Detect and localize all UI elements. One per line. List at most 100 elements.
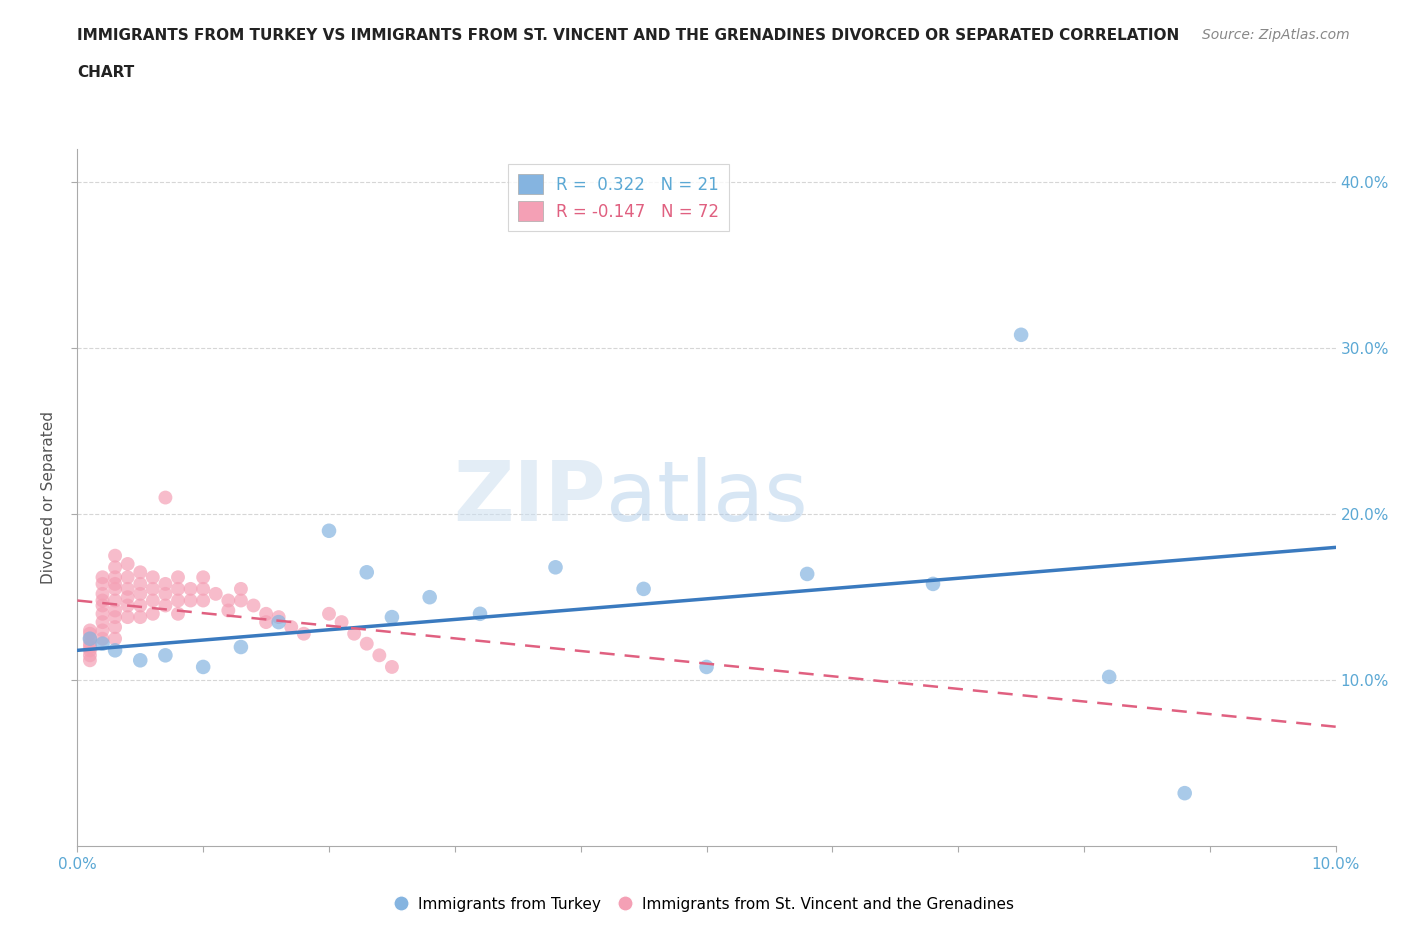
Point	[155, 577, 177, 591]
Point	[117, 556, 139, 571]
Text: atlas: atlas	[606, 457, 807, 538]
Point	[129, 653, 152, 668]
Point	[91, 593, 114, 608]
Point	[204, 587, 226, 602]
Point	[191, 659, 215, 674]
Point	[191, 581, 215, 596]
Point	[922, 577, 945, 591]
Point	[79, 636, 101, 651]
Point	[104, 560, 127, 575]
Point	[79, 623, 101, 638]
Point	[129, 587, 152, 602]
Point	[91, 636, 114, 651]
Point	[318, 524, 340, 538]
Point	[104, 619, 127, 634]
Point	[330, 615, 353, 630]
Point	[142, 581, 165, 596]
Point	[104, 593, 127, 608]
Point	[229, 640, 252, 655]
Point	[381, 610, 404, 625]
Point	[79, 640, 101, 655]
Point	[318, 606, 340, 621]
Point	[104, 603, 127, 618]
Point	[104, 631, 127, 646]
Point	[79, 643, 101, 658]
Point	[1174, 786, 1197, 801]
Point	[155, 648, 177, 663]
Point	[142, 570, 165, 585]
Point	[79, 631, 101, 646]
Point	[180, 593, 202, 608]
Point	[91, 615, 114, 630]
Legend: R =  0.322   N = 21, R = -0.147   N = 72: R = 0.322 N = 21, R = -0.147 N = 72	[508, 164, 730, 232]
Point	[1098, 670, 1121, 684]
Point	[468, 606, 491, 621]
Point	[117, 598, 139, 613]
Point	[91, 577, 114, 591]
Text: Source: ZipAtlas.com: Source: ZipAtlas.com	[1202, 28, 1350, 42]
Point	[292, 626, 315, 641]
Legend: Immigrants from Turkey, Immigrants from St. Vincent and the Grenadines: Immigrants from Turkey, Immigrants from …	[385, 891, 1021, 918]
Point	[104, 570, 127, 585]
Point	[254, 615, 277, 630]
Point	[79, 648, 101, 663]
Point	[191, 570, 215, 585]
Point	[104, 643, 127, 658]
Point	[796, 566, 818, 581]
Point	[79, 653, 101, 668]
Point	[117, 590, 139, 604]
Point	[129, 565, 152, 579]
Point	[356, 565, 378, 579]
Point	[1010, 327, 1032, 342]
Point	[142, 593, 165, 608]
Point	[79, 626, 101, 641]
Point	[104, 610, 127, 625]
Text: CHART: CHART	[77, 65, 135, 80]
Point	[167, 570, 190, 585]
Point	[356, 636, 378, 651]
Point	[544, 560, 567, 575]
Point	[129, 598, 152, 613]
Point	[167, 593, 190, 608]
Point	[167, 581, 190, 596]
Point	[129, 577, 152, 591]
Point	[696, 659, 718, 674]
Point	[91, 598, 114, 613]
Point	[267, 610, 290, 625]
Point	[91, 606, 114, 621]
Point	[117, 570, 139, 585]
Point	[419, 590, 441, 604]
Point	[167, 606, 190, 621]
Point	[117, 610, 139, 625]
Point	[104, 581, 127, 596]
Point	[142, 606, 165, 621]
Point	[254, 606, 277, 621]
Point	[381, 659, 404, 674]
Text: IMMIGRANTS FROM TURKEY VS IMMIGRANTS FROM ST. VINCENT AND THE GRENADINES DIVORCE: IMMIGRANTS FROM TURKEY VS IMMIGRANTS FRO…	[77, 28, 1180, 43]
Point	[217, 603, 239, 618]
Point	[155, 587, 177, 602]
Point	[280, 619, 302, 634]
Point	[104, 577, 127, 591]
Point	[91, 623, 114, 638]
Point	[104, 549, 127, 564]
Point	[180, 581, 202, 596]
Point	[229, 593, 252, 608]
Point	[191, 593, 215, 608]
Point	[229, 581, 252, 596]
Y-axis label: Divorced or Separated: Divorced or Separated	[41, 411, 56, 584]
Point	[368, 648, 391, 663]
Point	[267, 615, 290, 630]
Point	[155, 598, 177, 613]
Point	[129, 610, 152, 625]
Text: ZIP: ZIP	[453, 457, 606, 538]
Point	[217, 593, 239, 608]
Point	[155, 490, 177, 505]
Point	[242, 598, 264, 613]
Point	[343, 626, 366, 641]
Point	[117, 581, 139, 596]
Point	[79, 631, 101, 646]
Point	[91, 631, 114, 646]
Point	[633, 581, 655, 596]
Point	[91, 570, 114, 585]
